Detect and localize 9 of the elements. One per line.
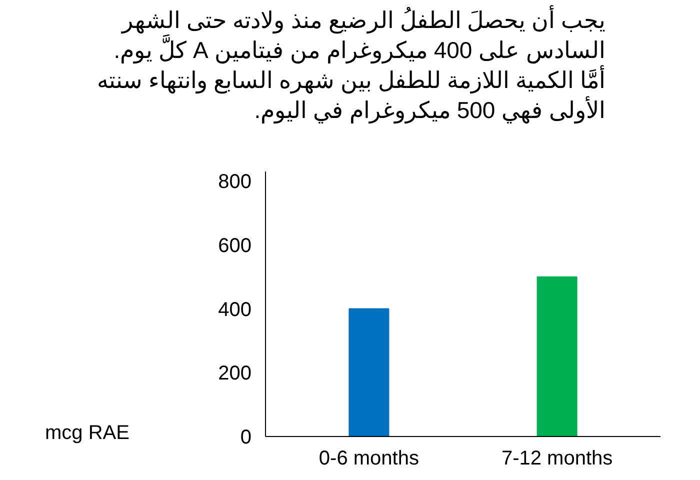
y-tick-label: 0 xyxy=(240,426,252,448)
x-tick-label: 7-12 months xyxy=(501,448,613,470)
x-tick-label: 0-6 months xyxy=(318,448,419,470)
y-tick-label: 600 xyxy=(218,234,252,257)
chart-title: يجب أن يحصلَ الطفلُ الرضيع منذ ولادته حتى الشهر السادس على 400 ميكروغرام من فيتامين A كلَّ يوم. أمَّا الكمية اللازمة للطفل بين شهره السابع وانتهاء سنته الأولى فهي 500 ميكروغرام في اليوم. xyxy=(96,6,605,126)
y-tick-label: 800 xyxy=(218,171,252,194)
y-tick-label: 400 xyxy=(218,298,252,321)
y-tick-label: 200 xyxy=(218,362,252,385)
y-axis-title: mcg RAE xyxy=(45,421,130,446)
